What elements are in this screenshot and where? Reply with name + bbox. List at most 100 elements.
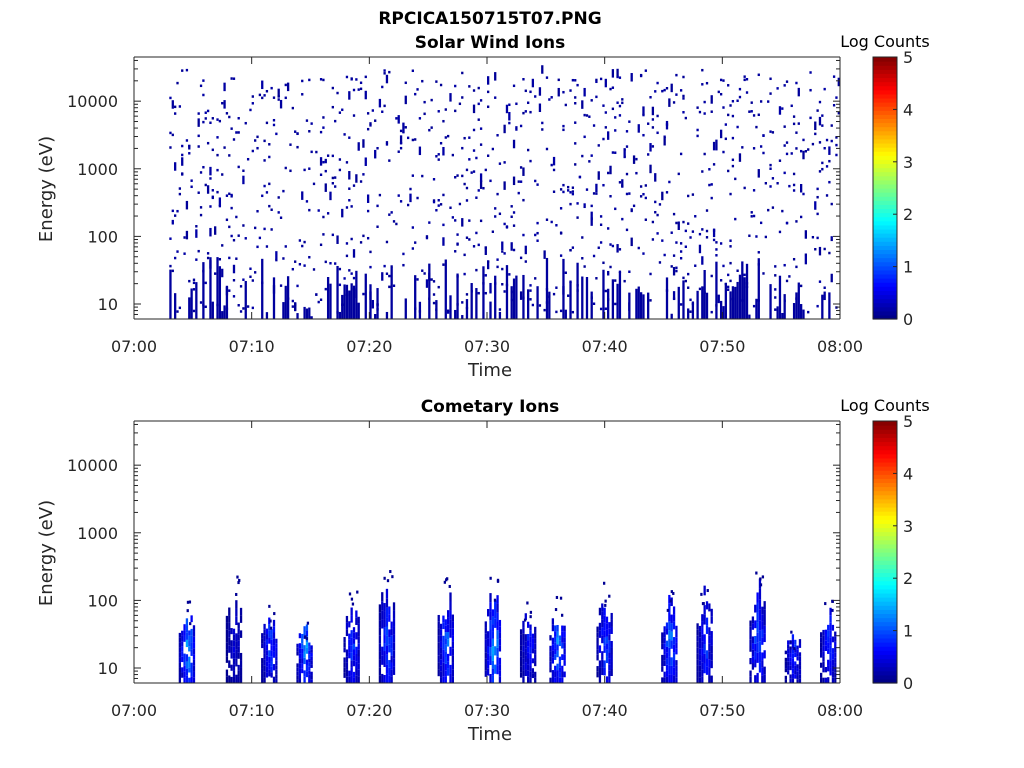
count-cell <box>390 211 393 214</box>
colorbar-swatch <box>873 85 897 91</box>
count-cell <box>381 646 384 656</box>
count-cell <box>642 133 645 137</box>
count-cell <box>618 181 622 184</box>
count-cell <box>296 284 299 288</box>
colorbar-swatch <box>873 642 897 647</box>
count-cell <box>675 73 678 77</box>
count-cell <box>797 282 800 319</box>
count-cell <box>607 273 610 276</box>
colorbar-swatch <box>873 445 897 451</box>
count-cell <box>563 648 566 655</box>
count-cell <box>223 146 226 149</box>
count-cell <box>444 108 447 111</box>
count-cell <box>531 668 535 674</box>
count-cell <box>661 643 664 650</box>
count-cell <box>383 651 386 660</box>
count-cell <box>326 154 330 157</box>
count-cell <box>759 100 763 103</box>
count-cell <box>225 676 229 683</box>
count-cell <box>202 262 205 319</box>
colorbar-swatch <box>873 478 897 484</box>
count-cell <box>258 93 262 97</box>
count-cell <box>628 292 631 319</box>
count-cell <box>694 215 697 218</box>
count-cell <box>484 639 487 647</box>
count-cell <box>668 621 671 631</box>
count-cell <box>390 267 393 319</box>
count-cell <box>263 635 266 642</box>
count-cell <box>197 191 200 194</box>
count-cell <box>305 665 309 672</box>
count-cell <box>536 221 539 225</box>
count-cell <box>381 592 384 602</box>
count-cell <box>237 664 240 671</box>
count-cell <box>831 599 834 603</box>
count-cell <box>406 203 410 207</box>
count-cell <box>296 313 299 319</box>
count-cell <box>329 283 332 319</box>
count-cell <box>834 641 837 647</box>
count-cell <box>238 578 241 582</box>
count-cell <box>738 95 742 99</box>
count-cell <box>298 648 302 654</box>
count-cell <box>225 622 229 630</box>
count-cell <box>603 645 606 653</box>
count-cell <box>738 274 742 319</box>
count-cell <box>797 87 800 97</box>
count-cell <box>487 638 490 647</box>
count-cell <box>319 157 323 166</box>
count-cell <box>334 262 337 265</box>
count-cell <box>552 168 556 172</box>
count-cell <box>774 274 777 277</box>
count-cell <box>489 656 492 666</box>
count-cell <box>639 185 643 188</box>
count-cell <box>345 649 349 657</box>
count-cell <box>663 626 666 632</box>
count-cell <box>378 651 382 660</box>
count-cell <box>555 310 558 314</box>
count-cell <box>576 216 579 219</box>
count-cell <box>324 287 327 291</box>
count-cell <box>263 139 266 143</box>
count-cell <box>663 677 666 683</box>
count-cell <box>397 115 400 124</box>
count-cell <box>774 288 777 291</box>
count-cell <box>702 602 705 606</box>
count-cell <box>423 100 426 104</box>
count-cell <box>792 183 796 187</box>
count-cell <box>230 127 233 130</box>
count-cell <box>176 310 179 313</box>
colorbar-swatch <box>873 523 897 529</box>
count-cell <box>614 129 617 132</box>
count-cell <box>345 656 349 663</box>
count-cell <box>261 638 264 644</box>
count-cell <box>670 623 673 632</box>
count-cell <box>556 670 559 677</box>
count-cell <box>338 158 342 161</box>
count-cell <box>319 298 323 302</box>
count-cell <box>549 651 552 657</box>
count-cell <box>787 665 790 671</box>
count-cell <box>345 669 349 677</box>
count-cell <box>616 283 619 319</box>
count-cell <box>235 257 238 260</box>
count-cell <box>819 662 823 668</box>
count-cell <box>357 643 360 650</box>
colorbar-swatch <box>873 183 897 189</box>
count-cell <box>188 661 191 668</box>
count-cell <box>442 622 445 630</box>
count-cell <box>381 601 384 611</box>
count-cell <box>305 647 309 654</box>
count-cell <box>378 193 382 197</box>
count-cell <box>404 126 407 129</box>
count-cell <box>696 647 699 654</box>
x-tick-label: 07:00 <box>111 337 157 356</box>
count-cell <box>698 625 702 632</box>
count-cell <box>670 231 673 234</box>
count-cell <box>237 628 240 635</box>
count-cell <box>345 161 349 164</box>
count-cell <box>603 667 606 676</box>
count-cell <box>819 642 823 648</box>
count-cell <box>783 294 786 319</box>
count-cell <box>192 648 196 655</box>
